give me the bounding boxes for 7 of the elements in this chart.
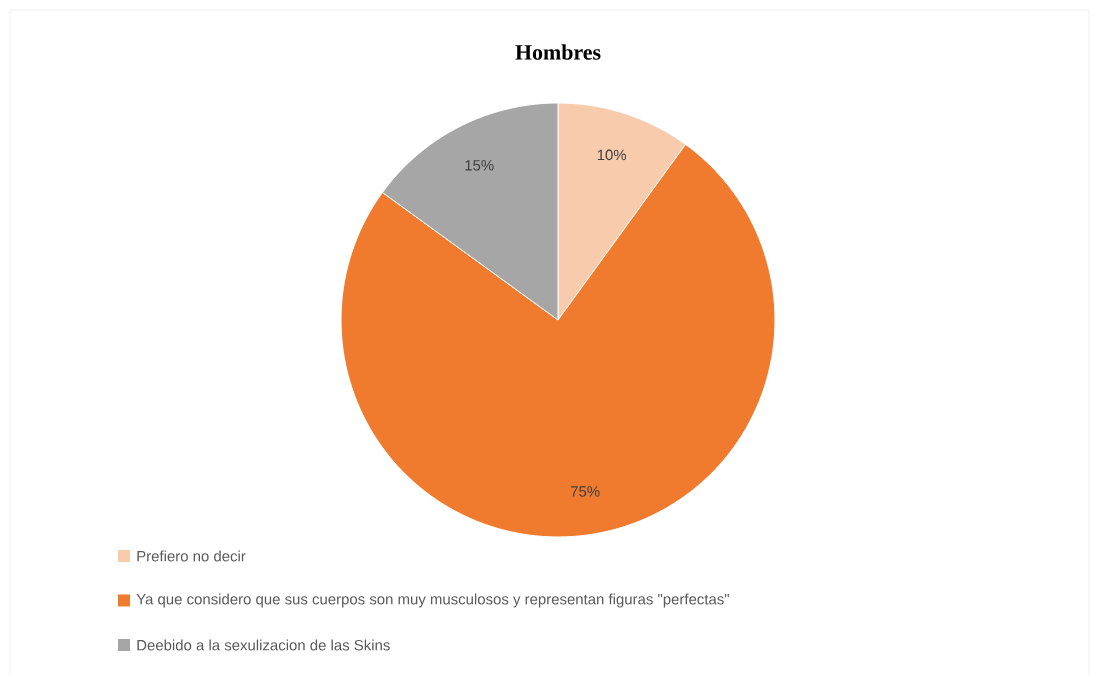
data-label: 75% [570,486,600,497]
legend-label: Deebido a la sexulizacion de las Skins [137,639,390,651]
data-label: 15% [465,159,494,171]
data-label: 10% [597,149,627,161]
legend-label: Ya que considero que sus cuerpos son muy musculosos y representan figuras "perfectas" [136,593,729,608]
chart-title: Hombres [515,44,601,60]
legend-label: Prefiero no decir [137,550,246,562]
